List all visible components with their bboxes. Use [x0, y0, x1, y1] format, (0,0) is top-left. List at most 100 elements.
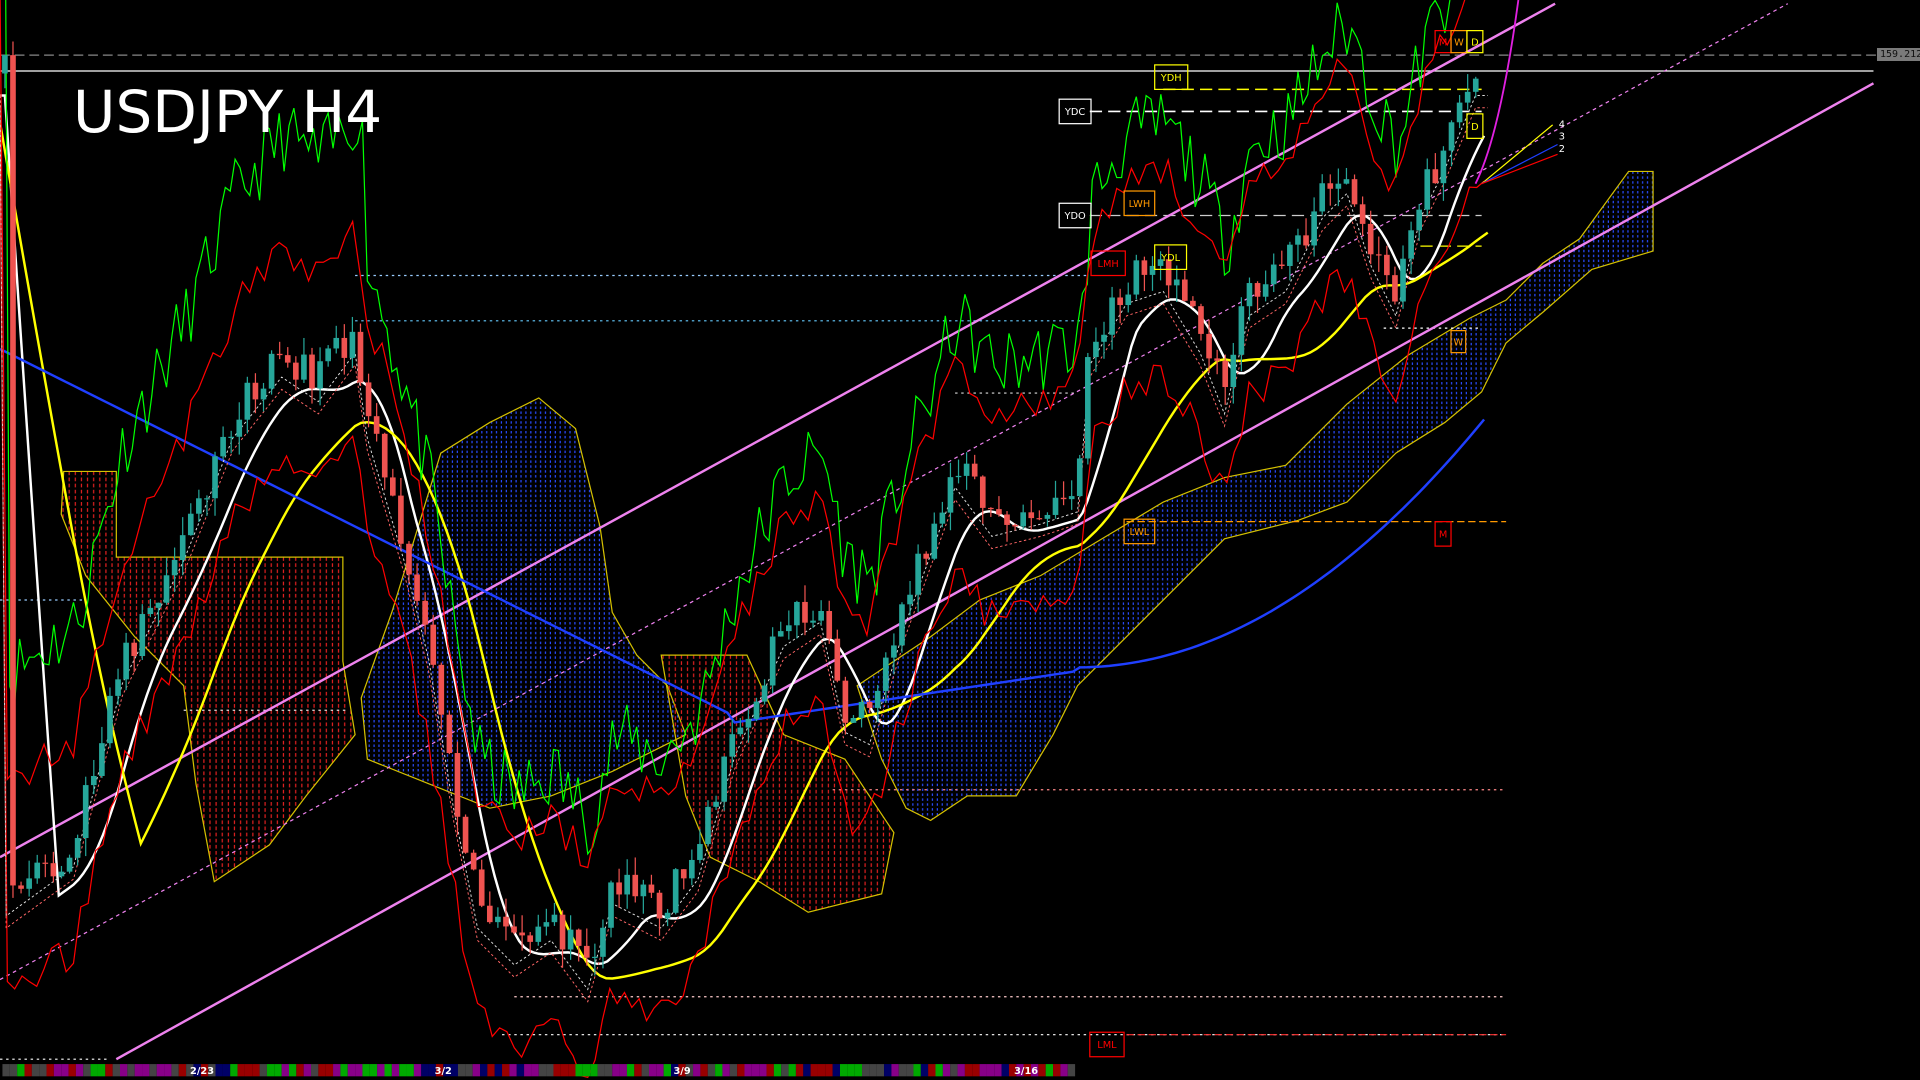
candle — [1165, 246, 1172, 299]
time-axis-cell — [986, 1064, 995, 1077]
candle-body — [131, 642, 138, 657]
candle — [1311, 197, 1317, 257]
candle — [955, 459, 962, 484]
candle-body — [1157, 259, 1164, 266]
time-axis-cell — [61, 1064, 69, 1077]
candle-body — [1125, 294, 1132, 306]
candle — [632, 857, 639, 903]
candle — [454, 741, 461, 835]
time-axis-cell — [546, 1064, 554, 1077]
time-axis-cell — [274, 1064, 282, 1077]
ydc-label: YDC — [1064, 107, 1086, 118]
candle-body — [1367, 223, 1374, 255]
time-axis-cell — [443, 1064, 451, 1077]
candle — [381, 432, 388, 490]
candle-body — [648, 884, 655, 893]
channel-mid-line — [0, 3, 1789, 981]
time-axis-cell — [795, 1064, 804, 1077]
time-axis-cell — [17, 1064, 25, 1077]
time-axis-cell — [516, 1064, 525, 1077]
candle-body — [18, 885, 24, 889]
time-axis-cell — [1053, 1064, 1061, 1077]
candle-body — [745, 718, 752, 728]
candle — [527, 931, 534, 954]
candle-body — [1464, 91, 1471, 103]
candle-body — [1392, 275, 1398, 302]
time-axis-cell — [803, 1064, 811, 1077]
time-axis-cell — [472, 1064, 480, 1077]
candle-body — [761, 685, 768, 702]
candle-body — [1472, 78, 1479, 92]
candle — [697, 829, 703, 864]
lmh-label: LMH — [1098, 259, 1119, 270]
candle-body — [268, 353, 275, 389]
d_top-label-box: D — [1466, 30, 1484, 54]
candle — [858, 698, 865, 728]
candle-body — [317, 361, 323, 389]
candle — [333, 325, 340, 354]
candle-body — [794, 601, 800, 626]
candle-body — [826, 611, 833, 639]
candle-body — [187, 513, 194, 536]
ydh-label: YDH — [1160, 73, 1182, 84]
label-frame — [1154, 244, 1188, 270]
time-axis-cell — [678, 1064, 686, 1077]
candle — [769, 627, 776, 694]
ma-number-label: 4 — [1559, 119, 1565, 130]
candle — [357, 323, 364, 386]
candle-body — [535, 926, 542, 942]
candle-body — [1303, 235, 1309, 246]
candle-body — [1101, 334, 1107, 342]
candle-body — [592, 956, 598, 959]
ydl-label-box: YDL — [1154, 244, 1188, 270]
candle — [616, 868, 622, 908]
candle — [874, 684, 881, 722]
time-axis-cell — [693, 1064, 701, 1077]
moving-average-blue — [0, 347, 1486, 724]
time-axis-cell — [178, 1064, 187, 1077]
time-axis-cell — [641, 1064, 649, 1077]
time-axis-cell — [134, 1064, 143, 1077]
candle-body — [1052, 497, 1059, 515]
candle — [1375, 236, 1382, 272]
candle — [640, 879, 647, 914]
candle — [196, 489, 202, 522]
time-axis-cell — [626, 1064, 635, 1077]
candle — [26, 860, 32, 897]
time-axis-cell — [876, 1064, 885, 1077]
time-axis-cell — [391, 1064, 400, 1077]
candle-body — [2, 55, 8, 74]
candle — [1335, 168, 1342, 207]
candle-body — [430, 624, 437, 665]
candle — [826, 600, 833, 644]
candle-body — [414, 574, 420, 601]
time-axis-cell — [127, 1064, 135, 1077]
candle — [1359, 196, 1366, 237]
candle — [115, 668, 121, 706]
candle — [236, 402, 243, 455]
candle — [729, 719, 736, 768]
time-axis-cell — [494, 1064, 503, 1077]
candle — [82, 776, 89, 857]
candle — [947, 462, 954, 531]
time-axis-cell — [193, 1064, 201, 1077]
candle-body — [1327, 183, 1334, 189]
candle-body — [139, 614, 146, 657]
time-axis-cell — [215, 1064, 223, 1077]
candle-body — [850, 718, 857, 723]
label-frame — [1123, 518, 1156, 545]
candle-body — [179, 535, 186, 560]
candle-body — [390, 477, 396, 496]
label-frame — [1154, 64, 1189, 90]
candle — [664, 908, 671, 927]
time-axis-cell — [840, 1064, 848, 1077]
date-label: 3/2 — [435, 1066, 452, 1077]
time-axis-cell — [700, 1064, 708, 1077]
candle — [1109, 286, 1115, 350]
candle-body — [616, 882, 622, 895]
candle — [1206, 319, 1212, 374]
candle-body — [1109, 297, 1115, 335]
candle — [34, 854, 41, 884]
candle-body — [818, 611, 824, 621]
